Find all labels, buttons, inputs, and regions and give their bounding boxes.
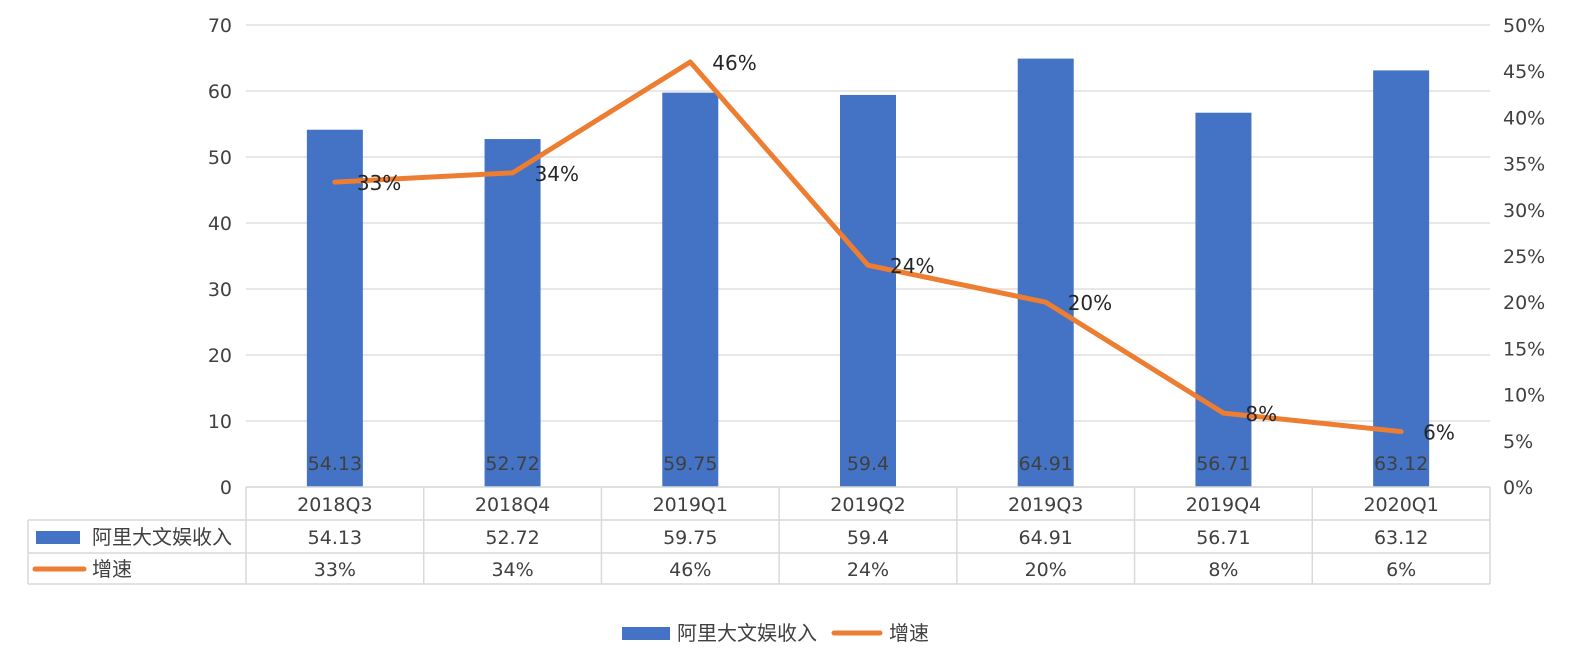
growth-line-labels: 33% 34% 46% 24% 20% 8% 6% [357, 51, 1455, 445]
category-label: 2020Q1 [1363, 494, 1438, 516]
growth-label: 6% [1423, 421, 1455, 445]
revenue-bar [1373, 70, 1430, 488]
legend: 阿里大文娱收入 增速 [622, 621, 929, 645]
growth-label: 24% [890, 254, 934, 278]
legend-line-label: 增速 [889, 621, 929, 645]
table-cell: 46% [669, 559, 711, 581]
revenue-bar [306, 129, 363, 487]
table-cell: 56.71 [1196, 527, 1250, 549]
right-tick-label: 50% [1503, 15, 1545, 37]
right-tick-label: 30% [1503, 200, 1545, 222]
data-table: 2018Q3 2018Q4 2019Q1 2019Q2 2019Q3 2019Q4 2020… [27, 486, 1491, 585]
revenue-bar-label: 64.91 [1019, 453, 1073, 475]
revenue-bar-label: 54.13 [308, 453, 362, 475]
left-tick-label: 60 [208, 81, 232, 103]
category-label: 2018Q4 [475, 494, 550, 516]
right-tick-label: 5% [1503, 431, 1533, 453]
table-cell: 59.75 [663, 527, 717, 549]
legend-bar-label: 阿里大文娱收入 [677, 621, 817, 645]
table-cell: 6% [1386, 559, 1416, 581]
revenue-bar-label: 59.75 [663, 453, 717, 475]
revenue-bar [662, 92, 719, 488]
growth-label: 33% [357, 171, 401, 195]
category-label: 2019Q3 [1008, 494, 1083, 516]
growth-label: 8% [1245, 402, 1277, 426]
revenue-bar-label: 52.72 [485, 453, 539, 475]
left-tick-label: 50 [208, 147, 232, 169]
category-label: 2019Q1 [653, 494, 728, 516]
right-tick-label: 45% [1503, 61, 1545, 83]
table-cell: 54.13 [308, 527, 362, 549]
right-axis-ticks: 0% 5% 10% 15% 20% 25% 30% 35% 40% 45% 50% [1503, 15, 1545, 499]
growth-label: 46% [712, 51, 756, 75]
left-tick-label: 0 [220, 477, 232, 499]
table-cell: 34% [491, 559, 533, 581]
right-tick-label: 25% [1503, 246, 1545, 268]
table-cell: 33% [314, 559, 356, 581]
table-cell: 52.72 [485, 527, 539, 549]
right-tick-label: 0% [1503, 477, 1533, 499]
growth-label: 20% [1068, 291, 1112, 315]
revenue-bar-label: 59.4 [847, 453, 889, 475]
table-row-label: 阿里大文娱收入 [92, 525, 232, 549]
legend-bar-key [622, 627, 670, 640]
category-label: 2018Q3 [297, 494, 372, 516]
category-label: 2019Q4 [1186, 494, 1261, 516]
table-cell: 63.12 [1374, 527, 1428, 549]
category-label: 2019Q2 [830, 494, 905, 516]
right-tick-label: 20% [1503, 292, 1545, 314]
right-tick-label: 40% [1503, 107, 1545, 129]
revenue-bars [306, 58, 1430, 488]
revenue-bar-label: 63.12 [1374, 453, 1428, 475]
revenue-bar [1195, 112, 1252, 488]
growth-label: 34% [535, 162, 579, 186]
revenue-bar-labels: 54.13 52.72 59.75 59.4 64.91 56.71 63.12 [308, 453, 1429, 475]
table-cell: 59.4 [847, 527, 889, 549]
left-tick-label: 40 [208, 213, 232, 235]
revenue-bar [484, 139, 541, 487]
revenue-bar-label: 56.71 [1196, 453, 1250, 475]
table-row-label: 增速 [92, 557, 132, 581]
right-tick-label: 10% [1503, 385, 1545, 407]
revenue-bar [1017, 58, 1074, 488]
growth-line-layer [332, 59, 1404, 435]
table-cell: 24% [847, 559, 889, 581]
revenue-bar [840, 94, 896, 488]
right-tick-label: 35% [1503, 154, 1545, 176]
table-cell: 20% [1025, 559, 1067, 581]
left-tick-label: 30 [208, 279, 232, 301]
table-cell: 64.91 [1019, 527, 1073, 549]
left-tick-label: 20 [208, 345, 232, 367]
left-axis-ticks: 0 10 20 30 40 50 60 70 [208, 15, 232, 499]
left-tick-label: 70 [208, 15, 232, 37]
table-bar-legend-key [36, 531, 80, 544]
right-tick-label: 15% [1503, 338, 1545, 360]
left-tick-label: 10 [208, 411, 232, 433]
table-cell: 8% [1208, 559, 1238, 581]
